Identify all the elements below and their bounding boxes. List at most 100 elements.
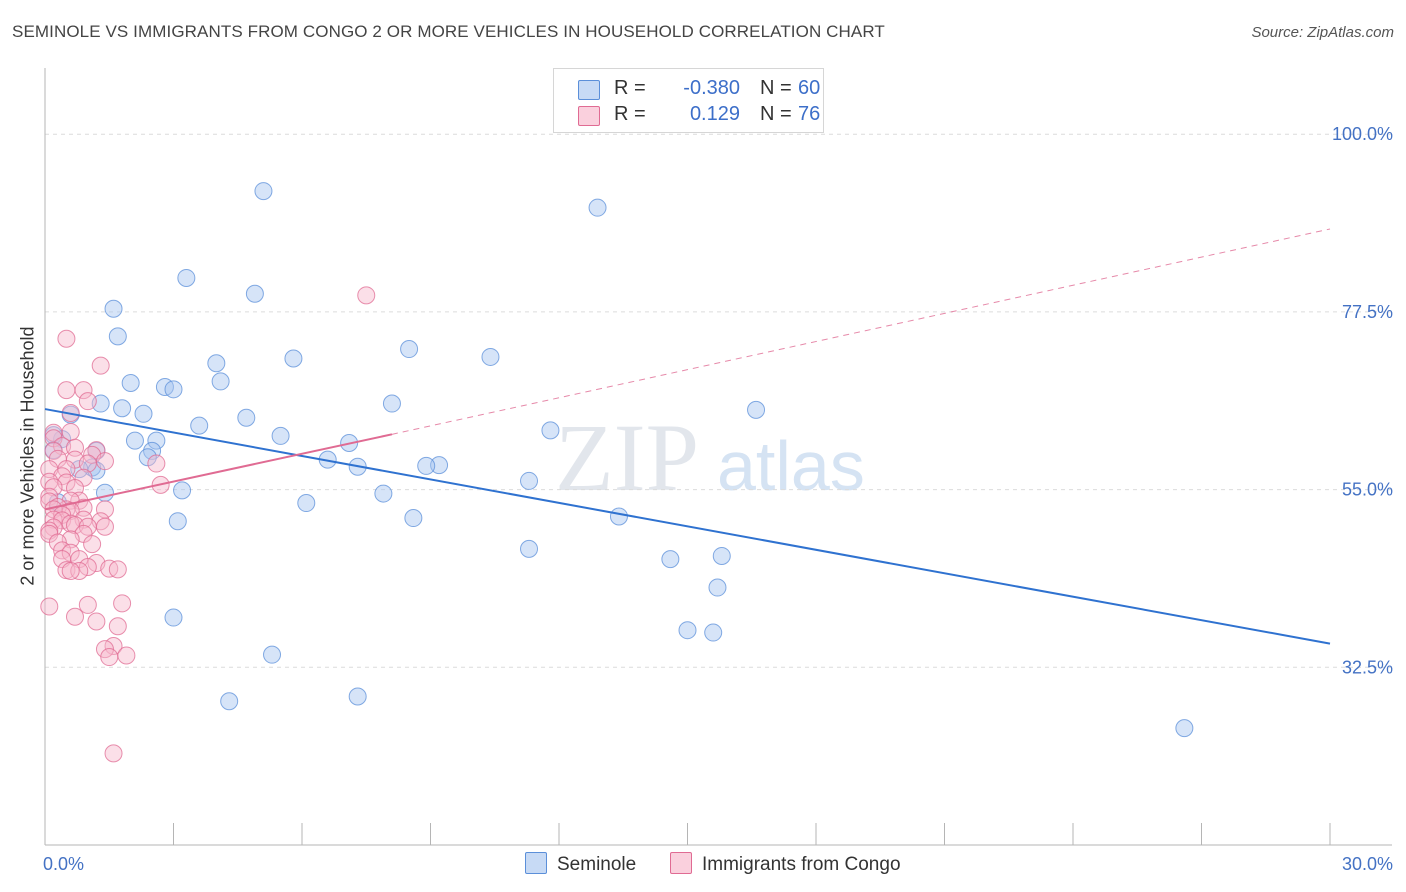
bottom-legend-label-congo: Immigrants from Congo xyxy=(702,854,901,875)
scatter-point xyxy=(588,198,607,217)
scatter-point xyxy=(348,687,367,706)
scatter-point xyxy=(1175,719,1194,738)
scatter-point xyxy=(284,349,303,368)
scatter-point xyxy=(297,494,316,513)
scatter-point xyxy=(108,560,127,579)
scatter-point xyxy=(95,483,114,502)
scatter-point xyxy=(271,426,290,445)
scatter-point xyxy=(78,454,97,473)
scatter-point xyxy=(374,484,393,503)
scatter-point xyxy=(245,284,264,303)
scatter-point xyxy=(108,327,127,346)
scatter-point xyxy=(211,372,230,391)
bottom-legend-swatch-seminole xyxy=(525,852,547,874)
scatter-point xyxy=(108,617,127,636)
trend-line-seminole xyxy=(44,408,1331,645)
scatter-point xyxy=(44,478,63,497)
scatter-point xyxy=(609,507,628,526)
scatter-point xyxy=(678,621,697,640)
scatter-point xyxy=(91,356,110,375)
scatter-point xyxy=(168,512,187,531)
scatter-point xyxy=(164,380,183,399)
y-tick-label: 32.5% xyxy=(1342,657,1393,677)
scatter-point xyxy=(400,340,419,359)
scatter-point xyxy=(481,347,500,366)
scatter-point xyxy=(520,471,539,490)
scatter-point xyxy=(57,381,76,400)
scatter-point xyxy=(121,374,140,392)
legend-n-label: N = xyxy=(760,103,792,125)
legend-r-value-seminole: -0.380 xyxy=(683,77,740,99)
scatter-point xyxy=(78,558,97,577)
scatter-point xyxy=(87,612,106,631)
scatter-point xyxy=(134,404,153,423)
scatter-point xyxy=(78,392,97,411)
scatter-point xyxy=(237,408,256,427)
scatter-point xyxy=(357,286,376,305)
scatter-point xyxy=(541,421,560,440)
y-tick-label: 100.0% xyxy=(1332,124,1393,144)
scatter-point xyxy=(113,594,132,613)
bottom-legend-congo: Immigrants from Congo xyxy=(670,852,901,876)
watermark-zip: ZIP xyxy=(555,404,699,511)
legend-n-value-congo: 76 xyxy=(798,103,821,125)
scatter-point xyxy=(708,578,727,597)
scatter-point xyxy=(430,456,449,475)
scatter-point xyxy=(417,456,436,475)
scatter-point xyxy=(712,546,731,565)
scatter-point xyxy=(65,607,84,626)
legend-r-value-congo: 0.129 xyxy=(689,103,740,125)
scatter-point xyxy=(78,595,97,614)
x-tick-label-max: 30.0% xyxy=(1342,854,1393,874)
scatter-point xyxy=(207,354,226,373)
scatter-point xyxy=(404,509,423,528)
scatter-point xyxy=(83,535,102,554)
scatter-point xyxy=(220,692,239,711)
scatter-point xyxy=(177,268,196,287)
scatter-point xyxy=(747,400,766,419)
legend-swatch-congo xyxy=(578,106,600,126)
scatter-point xyxy=(254,182,273,201)
trend-line-congo xyxy=(44,433,393,511)
y-axis-label: 2 or more Vehicles in Household xyxy=(17,326,38,586)
bottom-legend-swatch-congo xyxy=(670,852,692,874)
chart-title: SEMINOLE VS IMMIGRANTS FROM CONGO 2 OR M… xyxy=(12,22,885,41)
bottom-legend-label-seminole: Seminole xyxy=(557,854,637,875)
chart-source: Source: ZipAtlas.com xyxy=(1251,24,1394,41)
bottom-legend-seminole: Seminole xyxy=(525,852,636,876)
correlation-legend: R = -0.380 N = 60 R = 0.129 N = 76 xyxy=(553,68,824,133)
scatter-point xyxy=(104,744,123,763)
scatter-point xyxy=(661,550,680,569)
scatter-point xyxy=(104,299,123,318)
y-tick-label: 77.5% xyxy=(1342,302,1393,322)
legend-n-label: N = xyxy=(760,77,792,99)
scatter-point xyxy=(100,648,119,667)
legend-swatch-seminole xyxy=(578,80,600,100)
scatter-point xyxy=(147,431,166,450)
scatter-point xyxy=(520,539,539,558)
scatter-point xyxy=(173,481,192,500)
scatter-point xyxy=(95,452,114,471)
watermark-atlas: atlas xyxy=(717,427,865,505)
scatter-point xyxy=(57,329,76,348)
scatter-point xyxy=(74,381,93,400)
scatter-point xyxy=(147,454,166,473)
scatter-point xyxy=(40,597,59,616)
scatter-point xyxy=(382,394,401,413)
scatter-point xyxy=(164,608,183,627)
scatter-point xyxy=(125,431,144,450)
x-tick-label-min: 0.0% xyxy=(43,854,84,874)
series-congo xyxy=(40,286,376,763)
scatter-point xyxy=(117,646,136,665)
scatter-point xyxy=(113,399,132,418)
scatter-point xyxy=(61,561,80,580)
scatter-point xyxy=(190,416,209,435)
legend-r-label: R = xyxy=(614,77,646,99)
y-tick-label: 55.0% xyxy=(1342,480,1393,500)
scatter-point xyxy=(263,645,282,664)
legend-r-label: R = xyxy=(614,103,646,125)
scatter-point xyxy=(704,623,723,642)
scatter-point xyxy=(95,517,114,536)
trend-line-extension-congo xyxy=(391,228,1331,435)
